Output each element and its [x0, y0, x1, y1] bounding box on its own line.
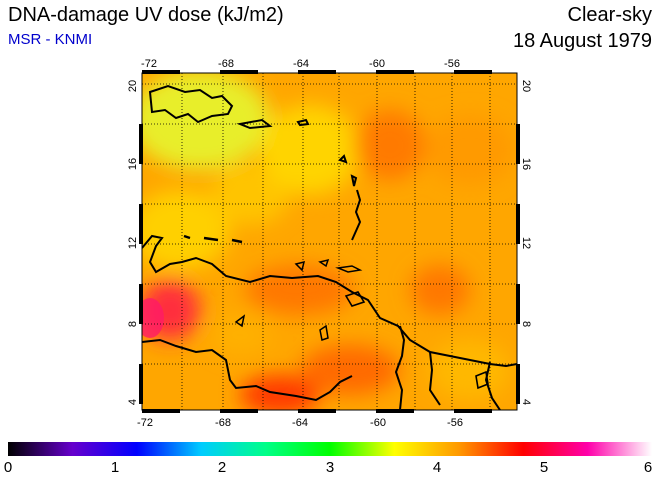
- lat-tick-label: 4: [127, 399, 139, 405]
- map-frame: [139, 70, 520, 413]
- lat-labels-left: 4 8 12 16 20: [127, 80, 139, 405]
- lon-tick-label: -72: [141, 58, 157, 70]
- lon-tick-label: -56: [447, 417, 463, 429]
- lat-tick-label: 8: [520, 321, 532, 327]
- lat-tick-label: 12: [127, 237, 139, 249]
- lat-tick-label: 12: [520, 237, 532, 249]
- lon-tick-label: -60: [370, 417, 386, 429]
- lon-tick-label: -68: [215, 417, 231, 429]
- colorbar-tick-label: 1: [110, 459, 120, 476]
- lon-tick-label: -64: [293, 58, 309, 70]
- lat-tick-label: 16: [520, 158, 532, 170]
- lon-tick-label: -56: [444, 58, 460, 70]
- lat-tick-label: 20: [127, 80, 139, 92]
- colorbar-tick-label: 2: [217, 459, 227, 476]
- lat-labels-right: 4 8 12 16 20: [520, 80, 532, 405]
- uv-dose-field: [142, 73, 517, 410]
- colorbar-tick-label: 0: [3, 459, 13, 476]
- lon-tick-label: -68: [218, 58, 234, 70]
- data-source: MSR - KNMI: [8, 31, 93, 48]
- colorbar-tick-label: 5: [539, 459, 549, 476]
- lat-tick-label: 16: [127, 158, 139, 170]
- chart-title: DNA-damage UV dose (kJ/m2): [8, 4, 284, 26]
- uv-dose-map: -72 -68 -64 -60 -56 -72 -68 -64 -60 -56 …: [127, 58, 532, 429]
- colorbar: [8, 442, 652, 456]
- colorbar-tick-label: 4: [432, 459, 442, 476]
- lon-tick-label: -72: [137, 417, 153, 429]
- sky-condition: Clear-sky: [567, 4, 652, 26]
- lat-tick-label: 20: [520, 80, 532, 92]
- lat-tick-label: 4: [520, 399, 532, 405]
- colorbar-tick-label: 6: [643, 459, 653, 476]
- lat-tick-label: 8: [127, 321, 139, 327]
- lon-labels-top: -72 -68 -64 -60 -56: [141, 58, 460, 70]
- lon-labels-bottom: -72 -68 -64 -60 -56: [137, 417, 463, 429]
- date-label: 18 August 1979: [512, 30, 652, 52]
- lat-lon-grid: [142, 73, 517, 410]
- colorbar-tick-label: 3: [325, 459, 335, 476]
- lon-tick-label: -64: [292, 417, 308, 429]
- lon-tick-label: -60: [369, 58, 385, 70]
